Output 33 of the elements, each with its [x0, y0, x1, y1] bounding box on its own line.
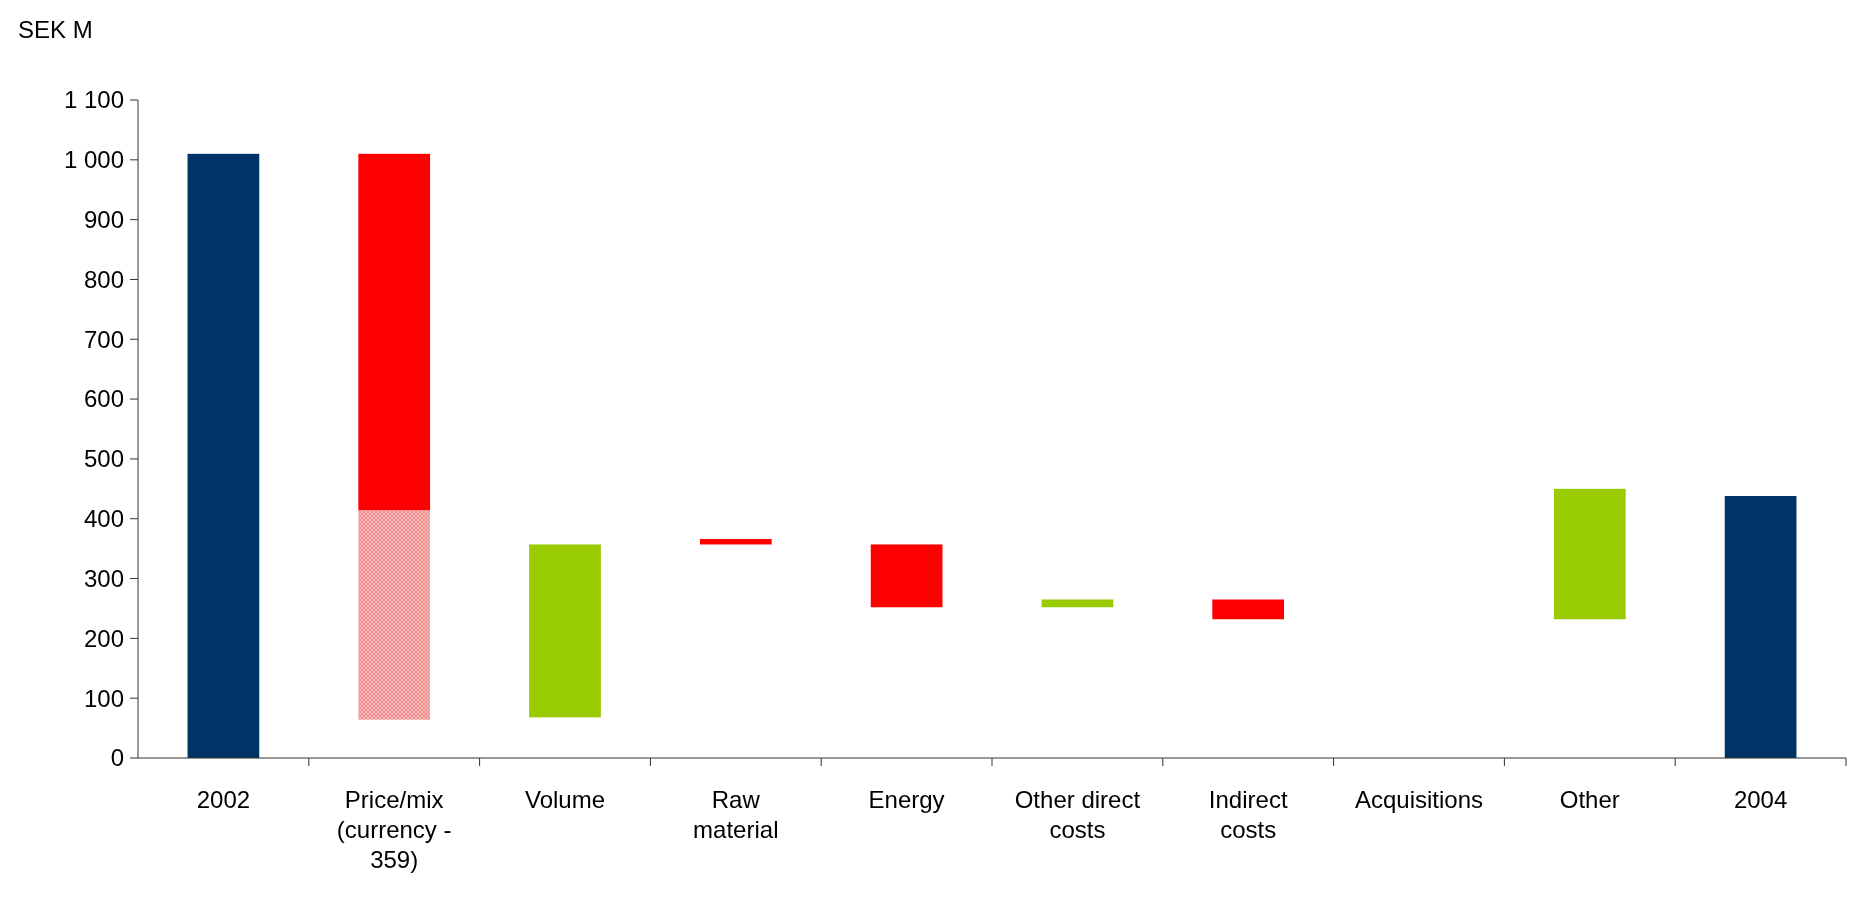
y-tick-label: 100: [83, 684, 124, 712]
y-tick-label: 300: [83, 564, 124, 592]
y-axis-title: SEK M: [18, 16, 93, 43]
y-tick-label: 500: [83, 445, 124, 473]
x-tick-label: Price/mix (currency - 359): [336, 786, 452, 873]
y-tick-label: 1 000: [63, 146, 124, 174]
bar: [358, 153, 431, 511]
bar: [699, 539, 772, 545]
bar: [1041, 599, 1114, 608]
bar: [529, 544, 601, 718]
y-tick-label: 800: [83, 265, 124, 293]
x-tick-label: Acquisitions: [1354, 786, 1484, 813]
x-tick-label: 2004: [1733, 786, 1788, 813]
y-tick-label: 0: [110, 744, 124, 772]
x-tick-label: Other direct costs: [1014, 786, 1141, 843]
bar: [1553, 488, 1626, 620]
y-tick-label: 600: [83, 385, 124, 413]
x-tick-label: Volume: [524, 786, 606, 813]
y-tick-label: 900: [83, 206, 124, 234]
x-tick-label: 2002: [196, 786, 251, 813]
bar: [187, 153, 260, 758]
x-tick-label: Indirect costs: [1208, 786, 1288, 843]
bar: [1212, 599, 1285, 620]
y-tick-label: 200: [83, 624, 124, 652]
x-tick-label: Other: [1559, 786, 1620, 813]
x-tick-label: Energy: [868, 786, 945, 813]
y-tick-label: 700: [83, 325, 124, 353]
bar: [870, 544, 943, 608]
bar: [358, 510, 431, 720]
bar: [1724, 496, 1797, 758]
y-tick-label: 400: [83, 505, 124, 533]
x-tick-label: Raw material: [693, 786, 779, 843]
y-tick-label: 1 100: [63, 86, 124, 114]
